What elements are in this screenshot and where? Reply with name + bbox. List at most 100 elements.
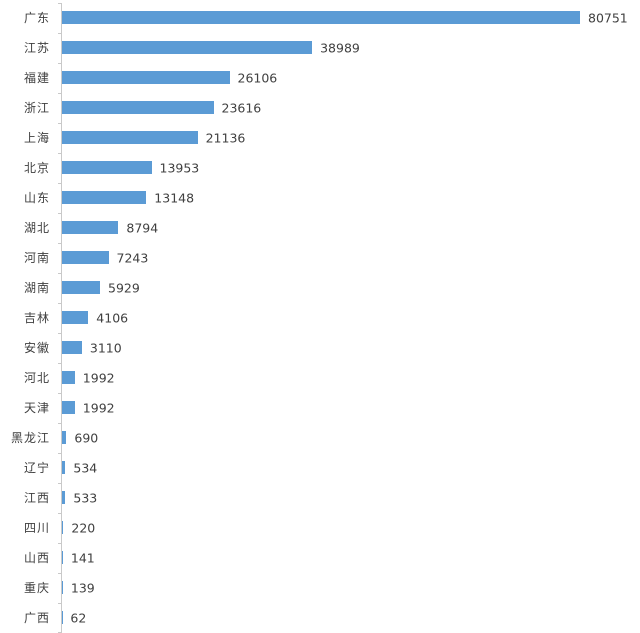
chart-row: 广东 80751 [0, 3, 640, 33]
chart-row: 安徽 3110 [0, 333, 640, 363]
chart-row: 湖北 8794 [0, 213, 640, 243]
plot-area: 7243 [58, 243, 640, 273]
plot-area: 4106 [58, 303, 640, 333]
category-label: 浙江 [23, 101, 50, 115]
plot-area: 13953 [58, 153, 640, 183]
value-label: 62 [70, 610, 87, 626]
bar [62, 401, 75, 414]
value-label: 21136 [205, 130, 246, 146]
bar [62, 521, 64, 534]
value-label: 38989 [320, 40, 360, 56]
value-label: 1992 [82, 370, 115, 386]
category-label: 山东 [23, 191, 50, 205]
bar [62, 341, 82, 354]
bar [62, 41, 313, 54]
bar [62, 491, 66, 504]
category-label: 河南 [23, 251, 50, 265]
value-label: 26106 [237, 70, 278, 86]
category-label: 天津 [23, 401, 50, 415]
category-label: 黑龙江 [10, 431, 50, 445]
bar [62, 461, 66, 474]
value-label: 13953 [159, 160, 200, 176]
value-label: 13148 [154, 190, 195, 206]
category-label: 山西 [23, 551, 50, 565]
chart-row: 河南 7243 [0, 243, 640, 273]
bar [62, 71, 230, 84]
category-label: 江苏 [23, 41, 50, 55]
value-label: 3110 [89, 340, 122, 356]
bar [62, 101, 214, 114]
category-label: 吉林 [23, 311, 50, 325]
plot-area: 690 [58, 423, 640, 453]
value-label: 534 [73, 460, 98, 476]
value-label: 8794 [126, 220, 159, 236]
bar [62, 191, 147, 204]
plot-area: 8794 [58, 213, 640, 243]
plot-area: 139 [58, 573, 640, 603]
value-label: 7243 [116, 250, 149, 266]
chart-row: 山东 13148 [0, 183, 640, 213]
category-label: 广东 [23, 11, 50, 25]
plot-area: 21136 [58, 123, 640, 153]
plot-area: 141 [58, 543, 640, 573]
plot-area: 1992 [58, 393, 640, 423]
plot-area: 23616 [58, 93, 640, 123]
chart-row: 黑龙江 690 [0, 423, 640, 453]
category-label: 安徽 [23, 341, 50, 355]
chart-row: 山西 141 [0, 543, 640, 573]
chart-row: 福建 26106 [0, 63, 640, 93]
plot-area: 38989 [58, 33, 640, 63]
plot-area: 62 [58, 603, 640, 633]
plot-area: 220 [58, 513, 640, 543]
plot-area: 1992 [58, 363, 640, 393]
category-label: 湖北 [23, 221, 50, 235]
plot-area: 26106 [58, 63, 640, 93]
category-label: 辽宁 [23, 461, 50, 475]
bar [62, 311, 89, 324]
plot-area: 5929 [58, 273, 640, 303]
value-label: 1992 [82, 400, 115, 416]
category-label: 广西 [23, 611, 50, 625]
value-label: 23616 [221, 100, 262, 116]
bar [62, 281, 100, 294]
chart-row: 北京 13953 [0, 153, 640, 183]
chart-row: 浙江 23616 [0, 93, 640, 123]
value-label: 80751 [588, 10, 628, 26]
bar [62, 371, 75, 384]
category-label: 江西 [23, 491, 50, 505]
plot-area: 13148 [58, 183, 640, 213]
bar [62, 11, 580, 24]
bar [62, 161, 152, 174]
chart-row: 江西 533 [0, 483, 640, 513]
bar [62, 221, 119, 234]
value-label: 220 [71, 520, 96, 536]
category-label: 重庆 [23, 581, 50, 595]
category-label: 福建 [23, 71, 50, 85]
value-label: 139 [70, 580, 95, 596]
chart-row: 上海 21136 [0, 123, 640, 153]
category-label: 河北 [23, 371, 50, 385]
plot-area: 3110 [58, 333, 640, 363]
bar [62, 581, 63, 594]
bar [62, 251, 109, 264]
category-label: 北京 [23, 161, 50, 175]
bar [62, 551, 63, 564]
bar [62, 131, 198, 144]
value-label: 141 [70, 550, 95, 566]
value-label: 533 [73, 490, 98, 506]
chart-row: 吉林 4106 [0, 303, 640, 333]
chart-row: 广西 62 [0, 603, 640, 633]
plot-area: 534 [58, 453, 640, 483]
chart-row: 河北 1992 [0, 363, 640, 393]
chart-row: 辽宁 534 [0, 453, 640, 483]
bar [62, 431, 67, 444]
category-label: 四川 [23, 521, 50, 535]
chart-row: 天津 1992 [0, 393, 640, 423]
chart-row: 四川 220 [0, 513, 640, 543]
plot-area: 533 [58, 483, 640, 513]
category-label: 湖南 [23, 281, 50, 295]
chart-row: 重庆 139 [0, 573, 640, 603]
category-label: 上海 [23, 131, 50, 145]
value-label: 5929 [108, 280, 140, 296]
